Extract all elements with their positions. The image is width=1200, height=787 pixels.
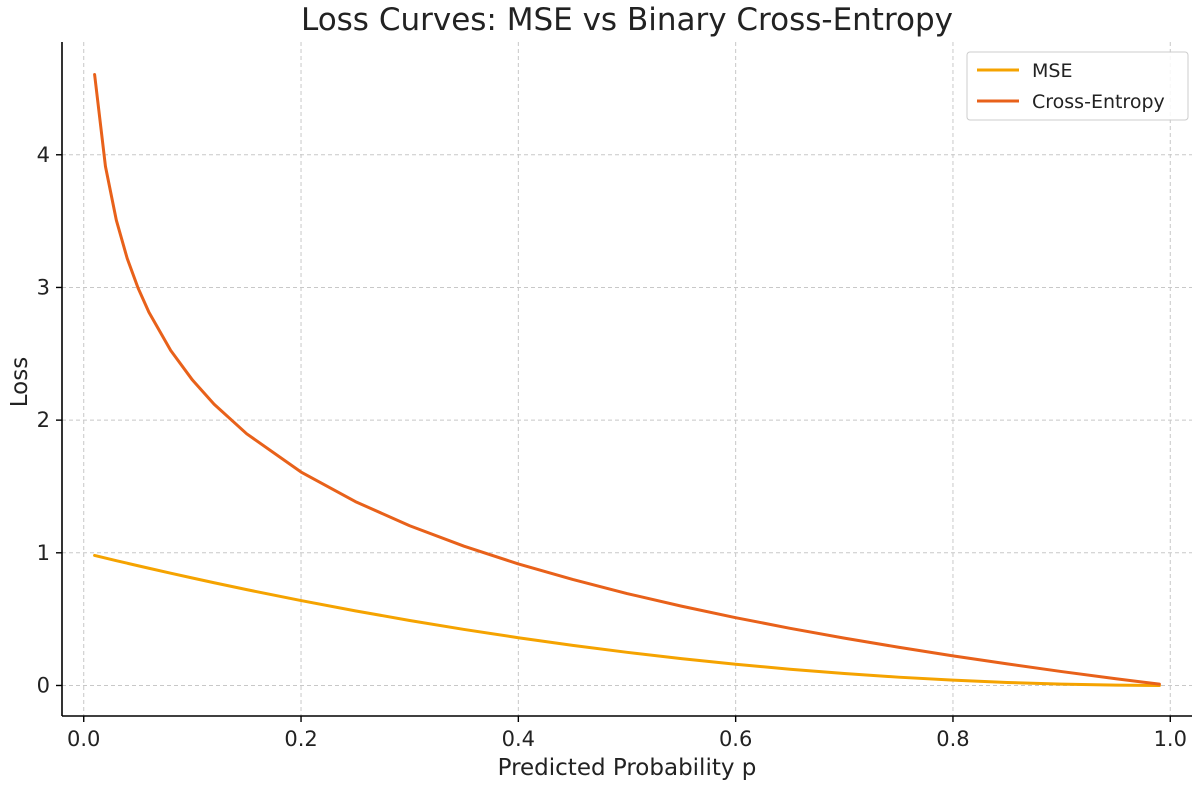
grid: [62, 42, 1192, 716]
series-line-cross-entropy: [93, 73, 1161, 686]
y-tick-label: 1: [37, 541, 50, 565]
y-tick-label: 3: [37, 275, 50, 299]
legend: MSE Cross-Entropy: [966, 51, 1189, 121]
axes: [61, 42, 1192, 717]
legend-label-mse: MSE: [1032, 60, 1072, 82]
x-tick-label: 0.8: [936, 727, 969, 751]
x-tick-label: 0.2: [284, 727, 317, 751]
x-tick-label: 0.6: [719, 727, 752, 751]
x-axis-label: Predicted Probability p: [498, 755, 757, 781]
tick-labels: 0.0 0.2 0.4 0.6 0.8 1.0 0 1 2 3 4: [37, 143, 1187, 751]
y-tick-label: 4: [37, 143, 50, 167]
x-tick-label: 1.0: [1154, 727, 1187, 751]
y-tick-label: 2: [37, 408, 50, 432]
legend-label-cross-entropy: Cross-Entropy: [1032, 91, 1165, 113]
y-axis-label: Loss: [7, 357, 33, 407]
chart-title: Loss Curves: MSE vs Binary Cross-Entropy: [301, 2, 953, 38]
x-tick-label: 0.0: [67, 727, 100, 751]
legend-frame: [966, 51, 1189, 121]
series-lines: [93, 73, 1161, 687]
x-tick-label: 0.4: [502, 727, 535, 751]
y-tick-label: 0: [37, 673, 50, 697]
series-line-mse: [93, 553, 1161, 687]
